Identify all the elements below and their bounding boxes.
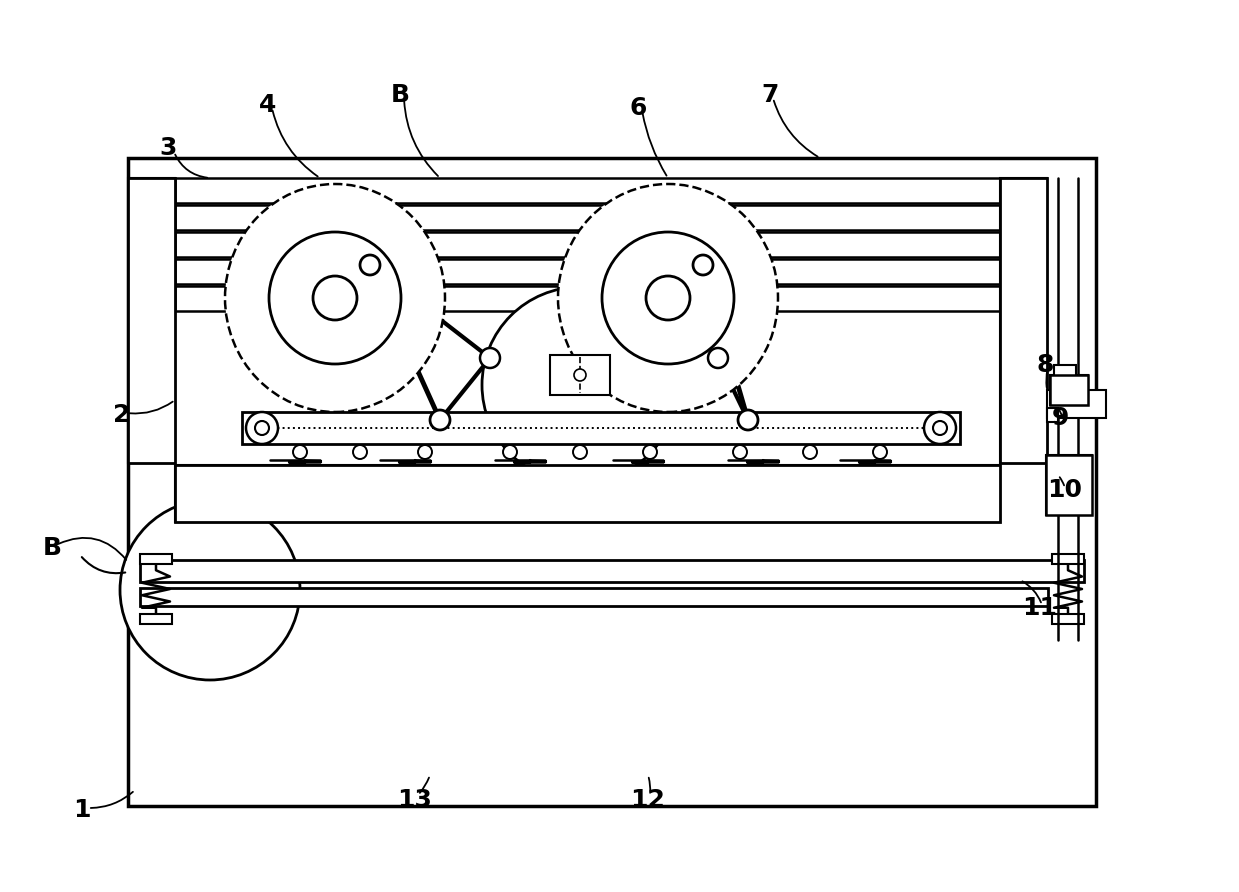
Text: 8: 8 [1036,353,1053,377]
Text: 2: 2 [113,403,130,427]
Text: 1: 1 [73,798,90,822]
Circle shape [695,257,711,273]
Circle shape [482,287,678,483]
Circle shape [269,232,401,364]
Text: 7: 7 [761,83,778,107]
Bar [1047,467,1058,481]
Circle shape [873,445,887,459]
Circle shape [924,412,957,444]
Bar [175,178,1000,203]
Circle shape [503,445,517,459]
Circle shape [572,445,587,459]
Circle shape [120,500,300,680]
Ellipse shape [225,184,445,412]
Circle shape [643,445,657,459]
Bar [128,178,175,463]
Circle shape [733,445,747,459]
Circle shape [353,445,367,459]
Circle shape [430,410,450,430]
Text: 4: 4 [259,93,276,117]
Bar [550,355,610,395]
Bar [140,554,172,564]
Bar [1052,614,1084,624]
Circle shape [255,421,269,435]
Circle shape [574,369,586,381]
Bar [175,205,1000,230]
Circle shape [361,255,380,275]
Circle shape [602,232,733,364]
Text: 6: 6 [629,96,647,120]
Circle shape [479,348,501,368]
Bar [140,560,1084,582]
Circle shape [313,276,357,320]
Circle shape [292,445,307,459]
Text: 11: 11 [1022,596,1058,620]
Ellipse shape [558,184,778,412]
Circle shape [247,412,278,444]
Circle shape [362,257,378,273]
Circle shape [707,348,729,368]
Bar [128,158,1097,806]
Bar [1000,178,1047,463]
Text: 9: 9 [1052,406,1069,430]
Bar [140,614,172,624]
Bar [175,259,1000,284]
Text: 10: 10 [1047,478,1083,502]
Bar [1000,178,1047,463]
Bar [1054,365,1075,383]
Bar [1046,455,1092,515]
Circle shape [646,276,690,320]
Circle shape [933,421,947,435]
Circle shape [418,445,432,459]
Circle shape [693,255,712,275]
Circle shape [738,410,758,430]
Text: 13: 13 [398,788,432,812]
Text: 3: 3 [160,136,177,160]
Bar [1046,455,1092,515]
Bar [242,412,960,444]
Bar [1047,390,1106,418]
Bar [1049,375,1088,405]
Bar [128,178,175,463]
Text: B: B [42,536,62,560]
Bar [175,465,1000,522]
Bar [1047,408,1058,422]
Bar [175,232,1000,257]
Circle shape [803,445,817,459]
Text: 12: 12 [631,788,665,812]
Bar [175,465,1000,522]
Bar [1049,375,1088,405]
Bar [175,286,1000,311]
Text: B: B [390,83,410,107]
Bar [140,588,1048,606]
Bar [1052,554,1084,564]
